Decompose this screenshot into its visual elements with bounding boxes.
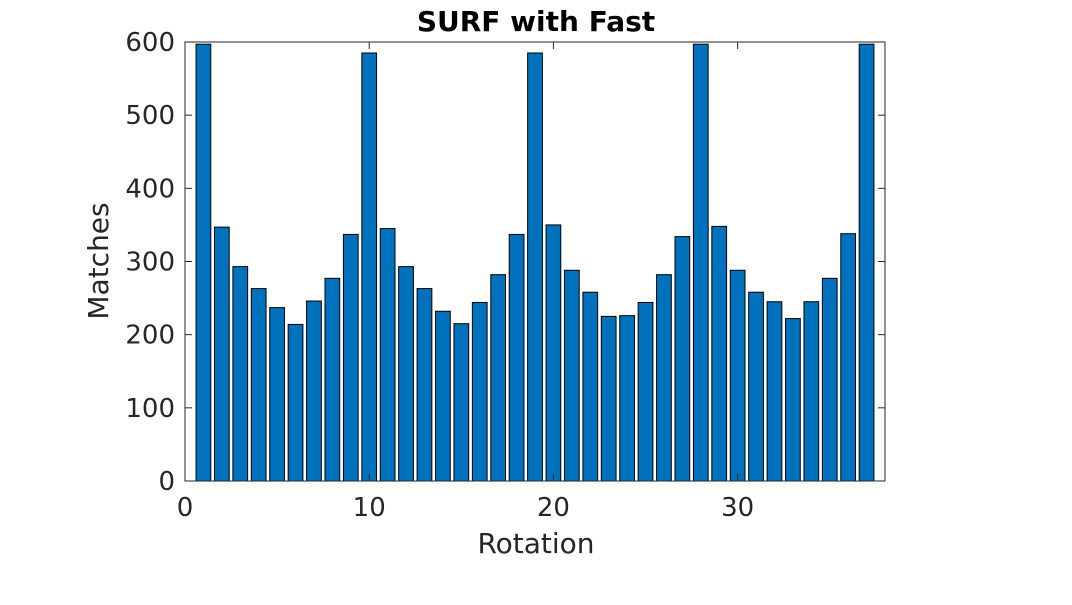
bar-29: [712, 226, 727, 481]
bar-16: [472, 302, 487, 481]
bar-25: [638, 302, 653, 481]
bar-4: [251, 289, 266, 481]
y-tick-label: 600: [125, 28, 175, 58]
x-tick-label: 30: [721, 493, 754, 523]
bar-2: [214, 227, 229, 481]
bar-18: [509, 234, 524, 481]
x-axis-label: Rotation: [477, 527, 594, 560]
bar-30: [730, 270, 745, 481]
bar-11: [380, 229, 395, 481]
bar-21: [564, 270, 579, 481]
bar-24: [620, 316, 635, 481]
bar-10: [362, 53, 377, 481]
bar-6: [288, 324, 303, 481]
bars-group: [196, 44, 874, 481]
y-tick-label: 300: [125, 248, 175, 278]
bar-17: [491, 275, 506, 481]
bar-35: [822, 278, 837, 481]
bar-20: [546, 225, 561, 481]
bar-33: [786, 319, 801, 481]
bar-31: [749, 292, 764, 481]
bar-34: [804, 302, 819, 481]
bar-9: [343, 234, 358, 481]
y-tick-label: 500: [125, 101, 175, 131]
bar-3: [233, 267, 248, 481]
bar-5: [270, 308, 285, 481]
bar-37: [859, 44, 874, 481]
y-tick-label: 200: [125, 321, 175, 351]
bar-19: [528, 53, 543, 481]
bar-7: [307, 301, 322, 481]
y-tick-label: 100: [125, 394, 175, 424]
bar-8: [325, 278, 340, 481]
bar-15: [454, 324, 469, 481]
bar-32: [767, 302, 782, 481]
bar-36: [841, 234, 856, 481]
x-tick-label: 20: [537, 493, 570, 523]
y-tick-label: 400: [125, 174, 175, 204]
bar-26: [657, 275, 672, 481]
bar-28: [693, 44, 708, 481]
bar-13: [417, 289, 432, 481]
x-tick-label: 10: [353, 493, 386, 523]
bar-23: [601, 316, 616, 481]
bar-14: [436, 311, 451, 481]
x-tick-label: 0: [177, 493, 194, 523]
bar-12: [399, 267, 414, 481]
y-tick-label: 0: [158, 467, 175, 497]
bar-22: [583, 292, 598, 481]
bar-27: [675, 237, 690, 481]
y-axis-label: Matches: [82, 202, 115, 319]
bar-1: [196, 44, 211, 481]
chart-title: SURF with Fast: [417, 5, 655, 38]
